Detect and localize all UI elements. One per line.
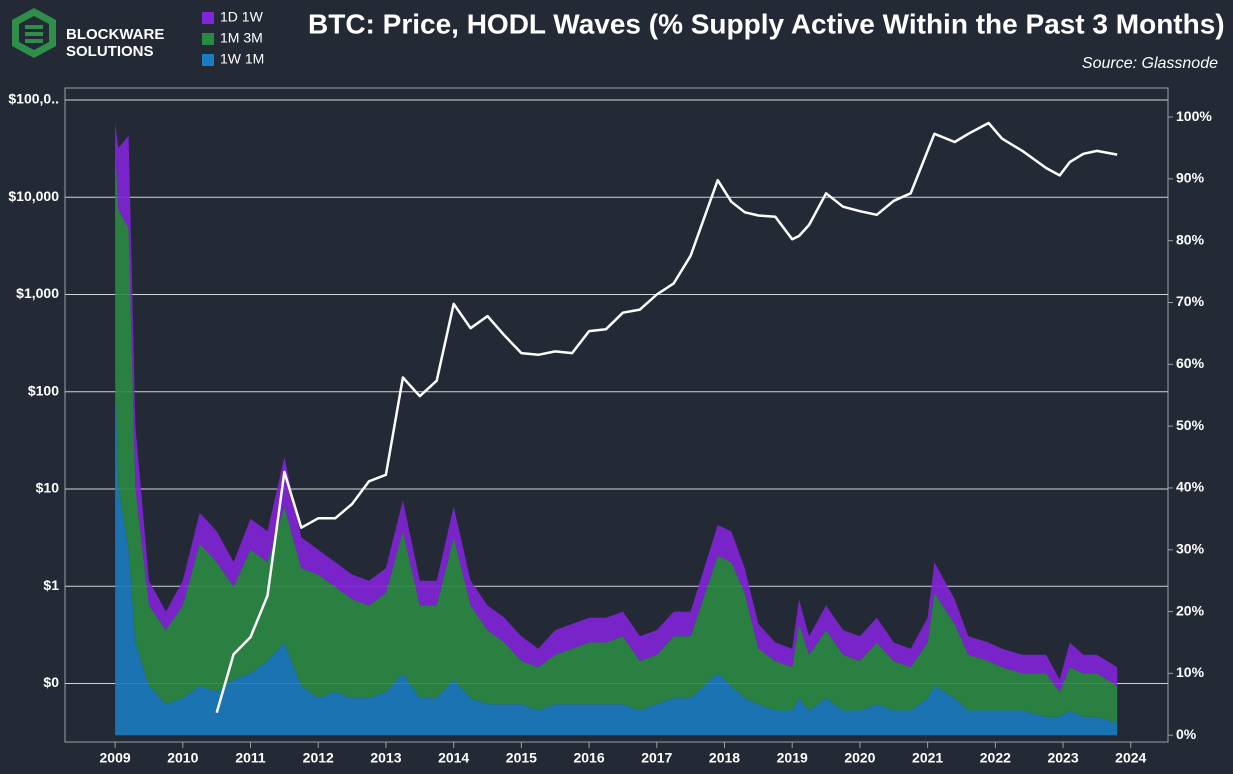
- y-tick-label: $100: [28, 382, 59, 398]
- y2-tick-label: 80%: [1176, 231, 1205, 247]
- x-tick-label: 2022: [980, 750, 1011, 766]
- legend-label: 1D 1W: [220, 9, 264, 25]
- legend-swatch: [202, 12, 214, 24]
- x-tick-label: 2013: [370, 750, 401, 766]
- y2-tick-label: 10%: [1176, 664, 1205, 680]
- legend-swatch: [202, 54, 214, 66]
- x-tick-label: 2014: [438, 750, 469, 766]
- x-tick-label: 2023: [1047, 750, 1078, 766]
- y2-tick-label: 60%: [1176, 355, 1205, 371]
- logo: [12, 8, 56, 58]
- x-tick-label: 2021: [912, 750, 943, 766]
- area: [115, 364, 1118, 736]
- legend-label: 1W 1M: [220, 51, 264, 67]
- plot-frame: [64, 87, 1169, 743]
- y2-tick-label: 90%: [1176, 170, 1205, 186]
- y2-tick-label: 0%: [1176, 726, 1197, 742]
- price-line: [215, 121, 1118, 714]
- brand-name: SOLUTIONS: [66, 43, 154, 60]
- legend-label: 1M 3M: [220, 30, 263, 46]
- y2-tick-label: 20%: [1176, 602, 1205, 618]
- y-tick-label: $1: [43, 577, 59, 593]
- x-tick-label: 2018: [709, 750, 740, 766]
- source: Source: Glassnode: [1082, 55, 1218, 72]
- x-tick-label: 2020: [844, 750, 875, 766]
- x-tick-label: 2011: [235, 750, 266, 766]
- brand-name: BLOCKWARE: [66, 26, 164, 43]
- chart-title: BTC: Price, HODL Waves (% Supply Active …: [308, 8, 1225, 39]
- area: [115, 148, 1118, 723]
- x-tick-label: 2015: [506, 750, 537, 766]
- x-tick-label: 2010: [167, 750, 198, 766]
- y2-tick-label: 30%: [1176, 540, 1205, 556]
- y2-tick-label: 40%: [1176, 479, 1205, 495]
- x-tick-label: 2016: [573, 750, 604, 766]
- y-tick-label: $1,000: [16, 285, 59, 301]
- x-tick-label: 2024: [1115, 750, 1146, 766]
- y-tick-label: $0: [43, 674, 59, 690]
- y-tick-label: $100,0..: [8, 91, 59, 107]
- y-tick-label: $10: [36, 480, 60, 496]
- y2-tick-label: 50%: [1176, 417, 1205, 433]
- x-tick-label: 2009: [100, 750, 131, 766]
- x-tick-label: 2017: [641, 750, 672, 766]
- y2-tick-label: 70%: [1176, 293, 1205, 309]
- x-tick-label: 2019: [777, 750, 808, 766]
- legend-swatch: [202, 33, 214, 45]
- x-tick-label: 2012: [303, 750, 334, 766]
- y-tick-label: $10,000: [8, 188, 59, 204]
- y2-tick-label: 100%: [1176, 108, 1212, 124]
